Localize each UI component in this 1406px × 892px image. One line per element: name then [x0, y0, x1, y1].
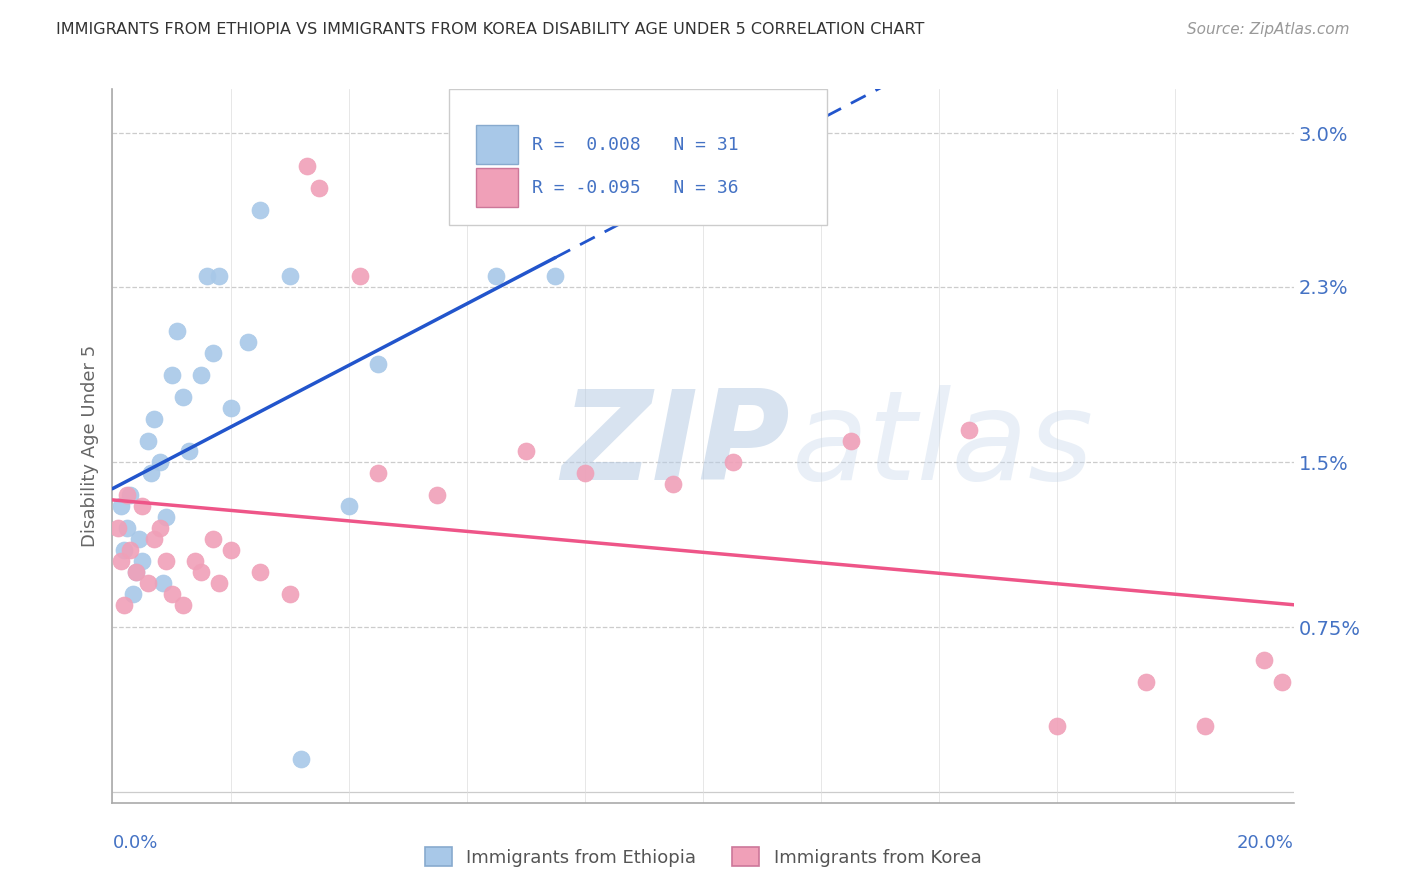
Point — [117, 521, 138, 535]
Point — [278, 587, 301, 601]
Point — [308, 181, 330, 195]
Point — [219, 401, 242, 415]
Point — [160, 587, 183, 601]
Point — [515, 444, 537, 458]
Point — [574, 467, 596, 481]
Point — [155, 554, 177, 568]
FancyBboxPatch shape — [477, 125, 517, 164]
Y-axis label: Disability Age Under 5: Disability Age Under 5 — [80, 345, 98, 547]
Point — [195, 268, 218, 283]
Point — [238, 334, 260, 349]
Point — [142, 533, 165, 547]
Point — [112, 598, 135, 612]
Point — [1194, 719, 1216, 733]
Point — [1135, 675, 1157, 690]
Point — [110, 500, 132, 514]
Point — [149, 521, 172, 535]
Point — [1271, 675, 1294, 690]
FancyBboxPatch shape — [477, 168, 517, 207]
Point — [136, 576, 159, 591]
Point — [190, 566, 212, 580]
Point — [721, 455, 744, 469]
Point — [426, 488, 449, 502]
Point — [117, 488, 138, 502]
Point — [208, 576, 231, 591]
Point — [349, 268, 371, 283]
Point — [278, 268, 301, 283]
Point — [208, 268, 231, 283]
Point — [131, 500, 153, 514]
Text: ZIP: ZIP — [561, 385, 790, 507]
Point — [131, 554, 153, 568]
Point — [367, 467, 389, 481]
Legend: Immigrants from Ethiopia, Immigrants from Korea: Immigrants from Ethiopia, Immigrants fro… — [418, 840, 988, 874]
Point — [110, 554, 132, 568]
Point — [184, 554, 207, 568]
Point — [337, 500, 360, 514]
Point — [152, 576, 174, 591]
Point — [142, 411, 165, 425]
Point — [112, 543, 135, 558]
Point — [201, 533, 224, 547]
Point — [190, 368, 212, 382]
Point — [139, 467, 162, 481]
Point — [367, 357, 389, 371]
Point — [179, 444, 201, 458]
Point — [1046, 719, 1069, 733]
Point — [172, 598, 194, 612]
Point — [107, 521, 129, 535]
Text: R = -0.095   N = 36: R = -0.095 N = 36 — [531, 178, 738, 196]
Point — [219, 543, 242, 558]
Point — [149, 455, 172, 469]
Text: Source: ZipAtlas.com: Source: ZipAtlas.com — [1187, 22, 1350, 37]
Point — [160, 368, 183, 382]
Point — [249, 566, 271, 580]
Point — [172, 390, 194, 404]
Point — [201, 345, 224, 359]
Point — [128, 533, 150, 547]
Point — [120, 488, 142, 502]
Point — [125, 566, 148, 580]
Text: 0.0%: 0.0% — [112, 834, 157, 852]
Text: IMMIGRANTS FROM ETHIOPIA VS IMMIGRANTS FROM KOREA DISABILITY AGE UNDER 5 CORRELA: IMMIGRANTS FROM ETHIOPIA VS IMMIGRANTS F… — [56, 22, 925, 37]
Point — [485, 268, 508, 283]
Point — [155, 510, 177, 524]
Point — [662, 477, 685, 491]
Text: 20.0%: 20.0% — [1237, 834, 1294, 852]
Point — [166, 324, 188, 338]
Point — [839, 434, 862, 448]
Text: atlas: atlas — [792, 385, 1094, 507]
Point — [125, 566, 148, 580]
Point — [1253, 653, 1275, 667]
Point — [120, 543, 142, 558]
Text: R =  0.008   N = 31: R = 0.008 N = 31 — [531, 136, 738, 153]
Point — [290, 752, 312, 766]
FancyBboxPatch shape — [449, 89, 827, 225]
Point — [297, 159, 319, 173]
Point — [544, 268, 567, 283]
Point — [136, 434, 159, 448]
Point — [122, 587, 145, 601]
Point — [249, 202, 271, 217]
Point — [957, 423, 980, 437]
